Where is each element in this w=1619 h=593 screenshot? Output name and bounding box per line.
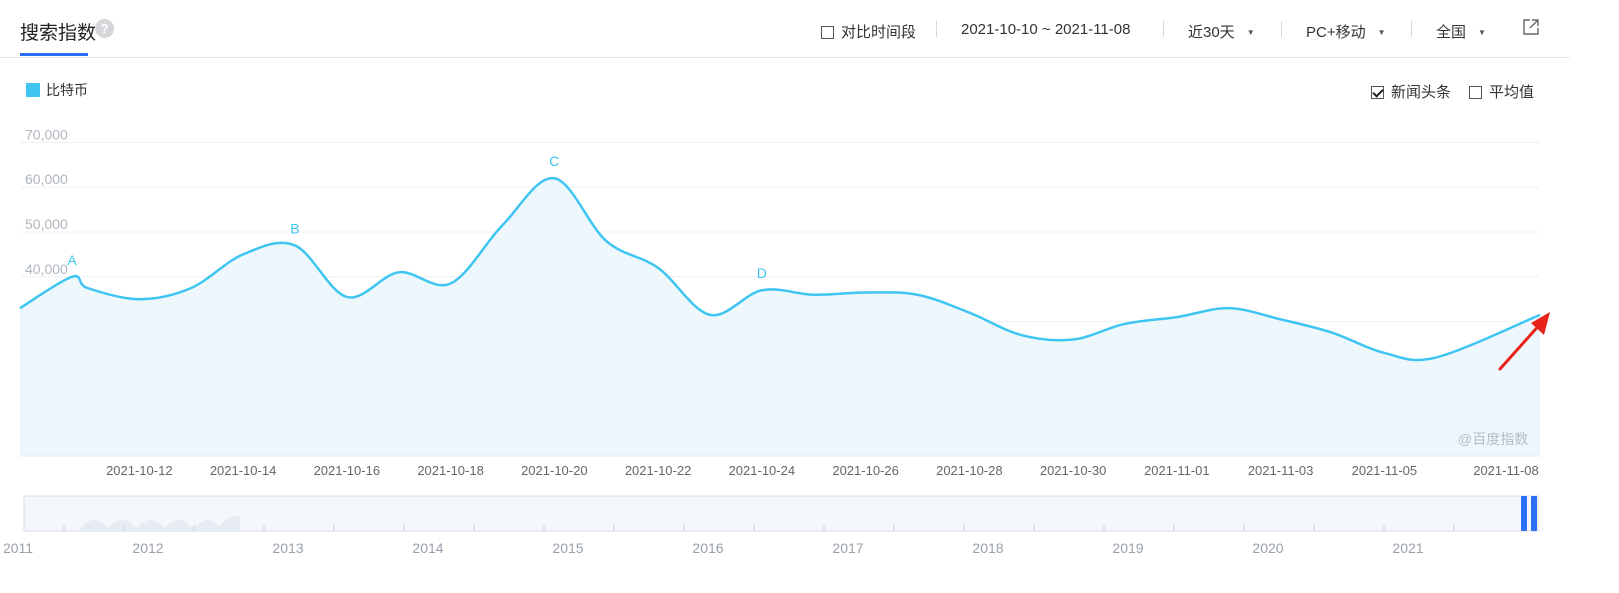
navigator-track (23, 495, 1539, 532)
x-tick-label: 2021-10-12 (106, 463, 173, 478)
news-label: 新闻头条 (1391, 84, 1452, 101)
navigator-year-label: 2018 (972, 540, 1003, 556)
y-tick-label: 40,000 (25, 261, 68, 277)
navigator-year-label: 2012 (132, 540, 163, 556)
news-checkbox-icon[interactable] (1371, 86, 1384, 99)
period-value: 近30天 (1188, 24, 1235, 41)
navigator-year-label: 2015 (552, 540, 583, 556)
date-range-picker[interactable]: 2021-10-10 ~ 2021-11-08 (961, 21, 1131, 38)
compare-period-toggle[interactable]: 对比时间段 (821, 21, 916, 42)
x-tick-label: 2021-10-30 (1040, 463, 1107, 478)
chart-legend[interactable]: 比特币 (26, 80, 88, 100)
export-icon[interactable] (1523, 19, 1539, 35)
navigator-year-label: 2013 (272, 540, 303, 556)
time-navigator[interactable]: 2011 2012 2013 2014 2015 2016 2017 2018 2019 2020… (0, 490, 1560, 560)
region-select[interactable]: 全国 ▼ (1436, 21, 1486, 42)
page-title: 搜索指数 (20, 23, 97, 44)
device-select[interactable]: PC+移动 ▼ (1306, 21, 1386, 42)
navigator-year-label: 2011 (3, 540, 33, 556)
x-tick-label: 2021-10-20 (521, 463, 588, 478)
device-value: PC+移动 (1306, 24, 1366, 41)
x-tick-label: 2021-10-26 (832, 463, 899, 478)
y-tick-label: 60,000 (25, 171, 68, 187)
x-tick-label: 2021-11-01 (1144, 463, 1210, 478)
x-tick-label: 2021-10-22 (625, 463, 692, 478)
y-tick-label: 70,000 (25, 126, 68, 142)
x-tick-label: 2021-10-16 (314, 463, 381, 478)
navigator-year-label: 2014 (412, 540, 443, 556)
area-fill (20, 178, 1540, 457)
title-underline (20, 53, 88, 56)
caret-down-icon: ▼ (1478, 28, 1486, 37)
navigator-handle-left (1521, 496, 1527, 531)
y-tick-label: 50,000 (25, 216, 68, 232)
navigator-year-label: 2021 (1392, 540, 1423, 556)
x-tick-label: 2021-11-08 (1473, 463, 1539, 478)
compare-label: 对比时间段 (841, 24, 917, 41)
caret-down-icon: ▼ (1246, 28, 1255, 37)
red-arrow-annotation (1498, 312, 1550, 371)
legend-series-name: 比特币 (46, 82, 88, 98)
chart-header: 搜索指数 ? 对比时间段 2021-10-10 ~ 2021-11-08 近30… (0, 0, 1570, 58)
navigator-year-label: 2020 (1252, 540, 1283, 556)
average-toggle[interactable]: 平均值 (1469, 81, 1534, 102)
navigator-mini-series (80, 516, 240, 531)
x-tick-label: 2021-11-05 (1352, 463, 1418, 478)
navigator-handle-right (1531, 496, 1537, 531)
series-line (19, 176, 1541, 362)
news-toggle[interactable]: 新闻头条 (1371, 81, 1451, 102)
period-select[interactable]: 近30天 ▼ (1188, 21, 1255, 42)
divider (1281, 21, 1282, 37)
trend-chart: 10,00020,00030,00040,00050,00060,00070,0… (19, 126, 1541, 478)
divider (1411, 21, 1412, 37)
navigator-year-label: 2016 (692, 540, 723, 556)
navigator-year-label: 2019 (1112, 540, 1143, 556)
x-tick-label: 2021-10-18 (417, 463, 484, 478)
annotation-label: C (549, 153, 559, 169)
legend-swatch (26, 83, 40, 97)
x-tick-label: 2021-11-03 (1248, 463, 1314, 478)
navigator-year-label: 2017 (832, 540, 863, 556)
divider (1163, 21, 1164, 37)
x-tick-label: 2021-10-28 (936, 463, 1003, 478)
help-icon[interactable]: ? (95, 19, 114, 38)
divider (936, 21, 937, 37)
annotation-label: B (290, 220, 299, 236)
average-label: 平均值 (1489, 84, 1535, 101)
average-checkbox-icon[interactable] (1469, 86, 1482, 99)
x-tick-label: 2021-10-24 (729, 463, 796, 478)
compare-checkbox-icon[interactable] (821, 26, 834, 39)
caret-down-icon: ▼ (1377, 28, 1386, 37)
annotation-label: D (757, 265, 767, 281)
watermark: @百度指数 (1458, 431, 1529, 447)
region-value: 全国 (1436, 24, 1467, 41)
x-tick-label: 2021-10-14 (210, 463, 277, 478)
annotation-label: A (67, 252, 77, 268)
